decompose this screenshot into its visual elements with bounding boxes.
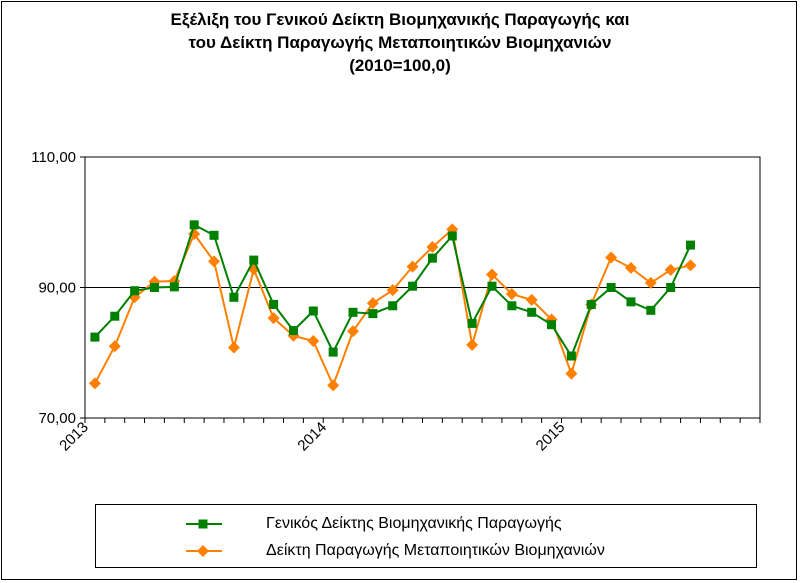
series-1-point <box>149 283 159 292</box>
series-1-point <box>288 326 298 336</box>
chart-title-line-3: (2010=100,0) <box>349 56 451 75</box>
series-1-point <box>209 230 219 240</box>
series-2-point <box>426 241 439 254</box>
x-tick-label: 2014 <box>294 419 330 455</box>
series-2-point <box>505 288 518 301</box>
chart-title-line-2: του Δείκτη Παραγωγής Μεταποιητικών Βιομη… <box>188 33 612 52</box>
chart-title-line-1: Εξέλιξη του Γενικού Δείκτη Βιομηχανικής … <box>170 10 630 29</box>
series-1-point <box>308 306 318 316</box>
series-1-point <box>447 231 457 241</box>
series-1-point <box>408 281 418 291</box>
series-1-point <box>229 292 239 302</box>
series-1-point <box>348 307 358 317</box>
series-1-point <box>547 320 557 330</box>
square-marker-icon <box>198 519 208 529</box>
series-1-point <box>586 299 596 309</box>
series-2-point <box>644 276 657 289</box>
legend: Γενικός Δείκτης Βιομηχανικής Παραγωγής Δ… <box>95 504 757 568</box>
legend-swatch-series-2 <box>186 545 222 557</box>
series-2-point <box>386 284 399 297</box>
legend-label-series-2: Δείκτη Παραγωγής Μεταποιητικών Βιομηχανι… <box>266 542 605 559</box>
series-2-point <box>406 260 419 273</box>
series-1-point <box>189 220 199 230</box>
legend-label-series-1: Γενικός Δείκτης Βιομηχανικής Παραγωγής <box>266 515 562 532</box>
series-2-point <box>88 377 101 390</box>
series-1-point <box>686 240 696 250</box>
series-2-point <box>366 297 379 310</box>
series-2-point <box>624 261 637 274</box>
series-1-point <box>566 351 576 361</box>
legend-item-series-1: Γενικός Δείκτης Βιομηχανικής Παραγωγής <box>96 513 756 535</box>
series-1-point <box>487 281 497 291</box>
series-2-point <box>208 255 221 268</box>
series-2-point <box>227 341 240 354</box>
series-1-point <box>249 255 259 265</box>
series-1-point <box>388 301 398 311</box>
series-2-point <box>605 251 618 264</box>
series-2-point <box>565 367 578 380</box>
series-1-point <box>90 332 100 342</box>
series-1-point <box>130 286 140 296</box>
series-1-point <box>626 297 636 307</box>
series-2-point <box>347 325 360 338</box>
series-1-point <box>646 305 656 315</box>
series-1-point <box>467 318 477 328</box>
x-tick-label: 2015 <box>533 419 569 455</box>
y-tick-label: 110,00 <box>31 149 76 166</box>
series-2-point <box>684 259 697 272</box>
series-1-point <box>110 311 120 321</box>
series-2-point <box>485 268 498 281</box>
series-2-point <box>327 379 340 392</box>
chart-title: Εξέλιξη του Γενικού Δείκτη Βιομηχανικής … <box>2 8 798 77</box>
series-1-point <box>507 301 517 311</box>
series-1-point <box>368 309 378 319</box>
series-2-point <box>525 293 538 306</box>
y-tick-label: 70,00 <box>38 410 76 427</box>
series-1-point <box>269 299 279 309</box>
series-2-point <box>267 312 280 325</box>
series-1-point <box>169 282 179 292</box>
series-2-point <box>466 338 479 351</box>
y-tick-label: 90,00 <box>38 280 76 297</box>
series-1-point <box>606 283 616 292</box>
series-1-point <box>527 307 537 317</box>
legend-swatch-series-1 <box>186 519 222 529</box>
series-1-point <box>328 347 338 357</box>
diamond-marker-icon <box>197 545 209 557</box>
series-2-point <box>108 340 121 353</box>
series-1-point <box>666 283 676 292</box>
series-2-point <box>664 263 677 276</box>
series-2-point <box>307 335 320 348</box>
legend-item-series-2: Δείκτη Παραγωγής Μεταποιητικών Βιομηχανι… <box>96 540 756 562</box>
series-1-point <box>427 253 437 263</box>
